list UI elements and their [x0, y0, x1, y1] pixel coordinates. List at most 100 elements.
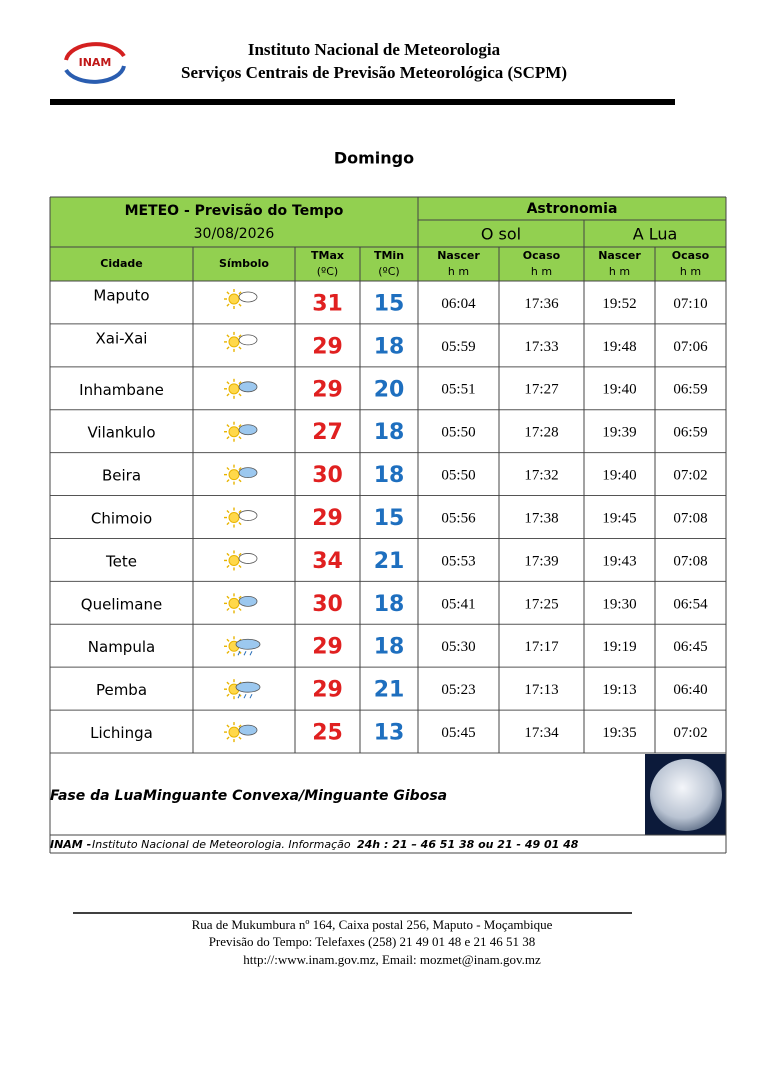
sun-ray — [226, 346, 230, 350]
sun — [228, 293, 240, 305]
sun-ray — [226, 595, 230, 599]
org-name: Instituto Nacional de Meteorologia — [248, 40, 501, 59]
tmax: 31 — [312, 291, 343, 316]
city: Pemba — [96, 681, 147, 699]
column-header: Símbolo — [219, 257, 269, 270]
column-header: h m — [531, 265, 552, 278]
city: Vilankulo — [87, 424, 155, 442]
city: Tete — [105, 552, 137, 570]
time: 19:13 — [602, 682, 636, 698]
tmin: 13 — [374, 721, 405, 746]
cloud — [238, 724, 258, 736]
table-header-bg — [50, 197, 726, 281]
time: 07:02 — [673, 468, 707, 484]
sun-ray — [226, 650, 230, 654]
cloud — [238, 424, 258, 436]
sun-ray — [226, 467, 230, 471]
sun — [228, 554, 240, 566]
sun-ray — [238, 552, 242, 556]
time: 19:19 — [602, 639, 636, 655]
footer-line: Rua de Mukumbura nº 164, Caixa postal 25… — [192, 917, 553, 932]
tmax: 29 — [312, 334, 343, 359]
time: 05:51 — [441, 382, 475, 398]
city: Quelimane — [81, 595, 162, 613]
weather-icon — [224, 550, 258, 571]
sun-ray — [226, 479, 230, 483]
moon-header: A Lua — [633, 225, 678, 244]
time: 19:43 — [602, 553, 636, 569]
time: 06:45 — [673, 639, 707, 655]
time: 07:06 — [673, 339, 708, 355]
weather-icon — [224, 593, 258, 614]
column-header: Ocaso — [523, 249, 561, 262]
cloud — [238, 381, 258, 393]
cloud — [238, 553, 258, 564]
sun-ray — [226, 522, 230, 526]
time: 19:40 — [602, 382, 636, 398]
tmax: 30 — [312, 463, 343, 488]
cloud — [238, 291, 258, 303]
sun-ray — [226, 436, 230, 440]
table-date: 30/08/2026 — [194, 226, 275, 242]
tmin: 18 — [374, 592, 405, 617]
sun-ray — [238, 724, 242, 728]
tmin: 18 — [374, 420, 405, 445]
weather-icon — [224, 421, 258, 442]
time: 05:45 — [441, 725, 475, 741]
info-org: INAM - — [50, 838, 91, 851]
tmax: 27 — [312, 420, 343, 445]
time: 05:50 — [441, 468, 475, 484]
weather-icon — [224, 507, 258, 528]
column-header: h m — [680, 265, 701, 278]
tmax: 29 — [312, 635, 343, 660]
time: 17:34 — [524, 725, 559, 741]
sun-ray — [226, 638, 230, 642]
time: 06:40 — [673, 682, 707, 698]
tmin: 18 — [374, 463, 405, 488]
sun — [228, 426, 240, 438]
weather-icon — [224, 679, 261, 700]
weather-icon — [224, 636, 261, 657]
time: 06:59 — [673, 425, 707, 441]
time: 17:39 — [524, 553, 558, 569]
weather-icon — [224, 331, 258, 352]
tmin: 18 — [374, 635, 405, 660]
time: 17:25 — [524, 596, 558, 612]
time: 17:27 — [524, 382, 559, 398]
sun-ray — [238, 393, 242, 397]
cloud — [238, 595, 258, 607]
sun-ray — [238, 436, 242, 440]
day: Domingo — [334, 149, 414, 168]
sun — [228, 336, 240, 348]
cloud — [235, 638, 261, 650]
city: Xai-Xai — [96, 329, 148, 347]
time: 06:59 — [673, 382, 707, 398]
column-header: Nascer — [598, 249, 641, 262]
table-title: METEO - Previsão do Tempo — [125, 203, 344, 219]
tmin: 20 — [374, 377, 405, 402]
city: Beira — [102, 467, 141, 485]
cloud — [235, 681, 261, 693]
logo: INAM — [64, 42, 126, 84]
footer-line: http://:www.inam.gov.mz, Email: mozmet@i… — [243, 952, 541, 967]
sun-ray — [238, 522, 242, 526]
sun-ray — [226, 393, 230, 397]
moon-phase: Minguante Convexa/Minguante Gibosa — [143, 788, 447, 804]
column-header: TMax — [311, 249, 344, 262]
column-header: Ocaso — [672, 249, 710, 262]
forecast-table: METEO - Previsão do Tempo 30/08/2026 Ast… — [49, 196, 727, 854]
time: 17:36 — [524, 296, 559, 312]
weather-icon — [224, 378, 258, 399]
logo-text: INAM — [79, 56, 112, 69]
sun-ray — [226, 564, 230, 569]
column-header: h m — [609, 265, 630, 278]
time: 07:10 — [673, 296, 707, 312]
cloud — [238, 334, 258, 346]
column-header: Cidade — [100, 257, 142, 270]
column-header: h m — [448, 265, 469, 278]
weather-icon — [224, 464, 258, 485]
time: 07:08 — [673, 510, 707, 526]
time: 19:30 — [602, 596, 636, 612]
time: 17:28 — [524, 425, 558, 441]
